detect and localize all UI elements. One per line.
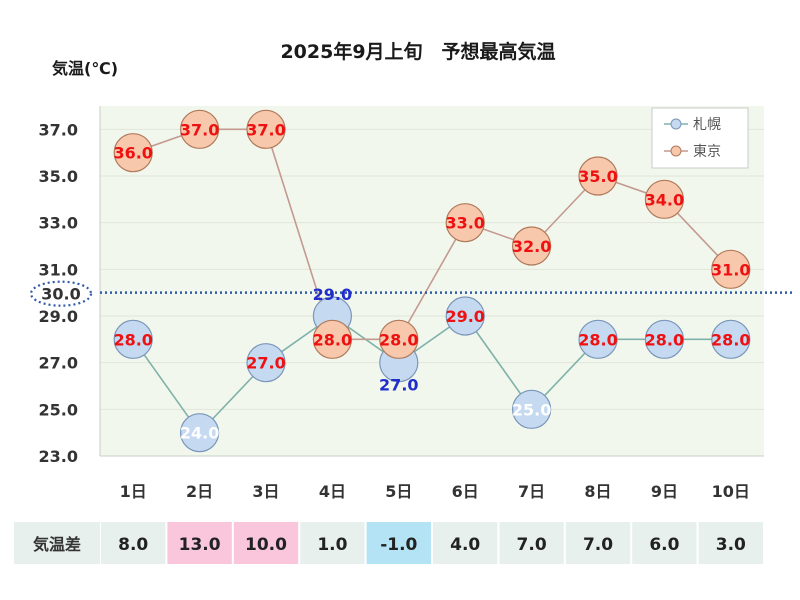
data-labels: 28.0 24.0 27.0 29.0 27.0 29.0 25.0 28.0 28.0 28.0… [113, 120, 750, 442]
diff-value: 7.0 [583, 535, 613, 555]
y-tick-label: 23.0 [39, 447, 78, 466]
diff-cell [698, 522, 763, 564]
x-tick-label: 7日 [518, 482, 545, 501]
x-tick-label: 5日 [385, 482, 412, 501]
legend-marker [670, 145, 682, 157]
data-label-2-4: 28.0 [313, 330, 352, 349]
legend-label: 札幌 [693, 117, 721, 133]
data-label-1-4: 29.0 [313, 285, 352, 304]
diff-value: -1.0 [380, 535, 417, 555]
point-2-4 [312, 319, 352, 359]
point-1-10 [711, 319, 751, 359]
diff-value: 6.0 [649, 535, 679, 555]
y-tick-label: 31.0 [39, 260, 78, 279]
diff-value: 10.0 [245, 535, 287, 555]
data-label-1-10: 28.0 [711, 330, 750, 349]
point-1-3 [246, 343, 286, 383]
data-label-2-5: 28.0 [379, 330, 418, 349]
data-label-2-2: 37.0 [180, 120, 219, 139]
diff-cell [101, 522, 166, 564]
y-tick-label: 37.0 [39, 120, 78, 139]
data-label-1-6: 29.0 [445, 307, 484, 326]
series-line-2 [132, 128, 732, 341]
x-tick-label: 4日 [319, 482, 346, 501]
diff-header-cell [14, 522, 100, 564]
diff-value: 13.0 [179, 535, 221, 555]
reference-label: 30.0 [41, 285, 80, 304]
legend-box [651, 107, 749, 169]
series-lines [132, 128, 732, 434]
x-tick-label: 3日 [252, 482, 279, 501]
x-tick-label: 9日 [651, 482, 678, 501]
point-2-1 [113, 133, 153, 173]
y-tick-label: 25.0 [39, 400, 78, 419]
legend-label: 東京 [693, 144, 721, 160]
data-label-1-3: 27.0 [246, 354, 285, 373]
series-points [113, 109, 751, 453]
point-1-7 [511, 389, 552, 429]
point-2-7 [511, 226, 552, 266]
data-label-2-1: 36.0 [113, 144, 152, 163]
diff-cell [233, 522, 299, 564]
data-label-2-7: 32.0 [512, 237, 551, 256]
point-1-2 [180, 413, 220, 453]
data-label-1-7: 25.0 [512, 400, 551, 419]
diff-cell [499, 522, 564, 564]
data-label-1-1: 28.0 [113, 330, 152, 349]
point-2-9 [644, 179, 685, 219]
reference-marker [29, 280, 93, 307]
point-2-5 [379, 319, 419, 359]
data-label-2-3: 37.0 [246, 120, 285, 139]
x-axis-ticks: 1日 2日 3日 4日 5日 6日 7日 8日 9日 10日 [120, 482, 750, 501]
data-label-2-6: 33.0 [445, 214, 484, 233]
y-axis-ticks: 23.0 25.0 27.0 29.0 31.0 33.0 35.0 37.0 [39, 120, 78, 466]
point-2-8 [578, 156, 618, 196]
diff-value: 4.0 [450, 535, 480, 555]
data-label-1-2: 24.0 [180, 424, 219, 443]
chart-title: 2025年9月上旬 予想最高気温 [280, 40, 555, 63]
data-label-2-10: 31.0 [711, 260, 750, 279]
legend-marker [670, 118, 682, 130]
x-tick-label: 6日 [452, 482, 479, 501]
x-tick-label: 8日 [584, 482, 611, 501]
x-tick-label: 1日 [120, 482, 147, 501]
point-1-9 [644, 319, 685, 359]
reference-line-30: 30.0 [29, 280, 792, 307]
diff-cell [433, 522, 498, 564]
diff-cell [300, 522, 365, 564]
diff-header: 気温差 [33, 535, 81, 554]
diff-value: 3.0 [716, 535, 746, 555]
diff-value: 7.0 [517, 535, 547, 555]
diff-cell [366, 522, 431, 564]
point-1-1 [113, 319, 153, 359]
diff-cell [167, 522, 232, 564]
temperature-difference-row: 気温差 8.0 13.0 10.0 1.0 -1.0 4.0 7.0 7.0 6.0 3.0 [14, 522, 763, 564]
data-label-2-9: 34.0 [645, 190, 684, 209]
point-1-8 [578, 319, 618, 359]
point-2-10 [711, 249, 751, 289]
point-2-2 [180, 109, 220, 149]
x-tick-label: 10日 [712, 482, 750, 501]
data-label-1-5: 27.0 [379, 376, 418, 395]
diff-value: 1.0 [317, 535, 347, 555]
point-1-6 [445, 296, 485, 336]
data-label-1-9: 28.0 [645, 330, 684, 349]
diff-value: 8.0 [118, 535, 148, 555]
diff-cell [632, 522, 697, 564]
point-2-3 [246, 109, 286, 149]
y-tick-label: 29.0 [39, 307, 78, 326]
diff-cell [565, 522, 631, 564]
y-tick-label: 27.0 [39, 354, 78, 373]
point-2-6 [445, 203, 485, 243]
y-tick-label: 35.0 [39, 167, 78, 186]
y-tick-label: 33.0 [39, 214, 78, 233]
data-label-1-8: 28.0 [578, 330, 617, 349]
data-label-2-8: 35.0 [578, 167, 617, 186]
series-line-1 [132, 314, 731, 434]
y-axis-label: 気温(℃) [52, 59, 118, 78]
x-tick-label: 2日 [186, 482, 213, 501]
